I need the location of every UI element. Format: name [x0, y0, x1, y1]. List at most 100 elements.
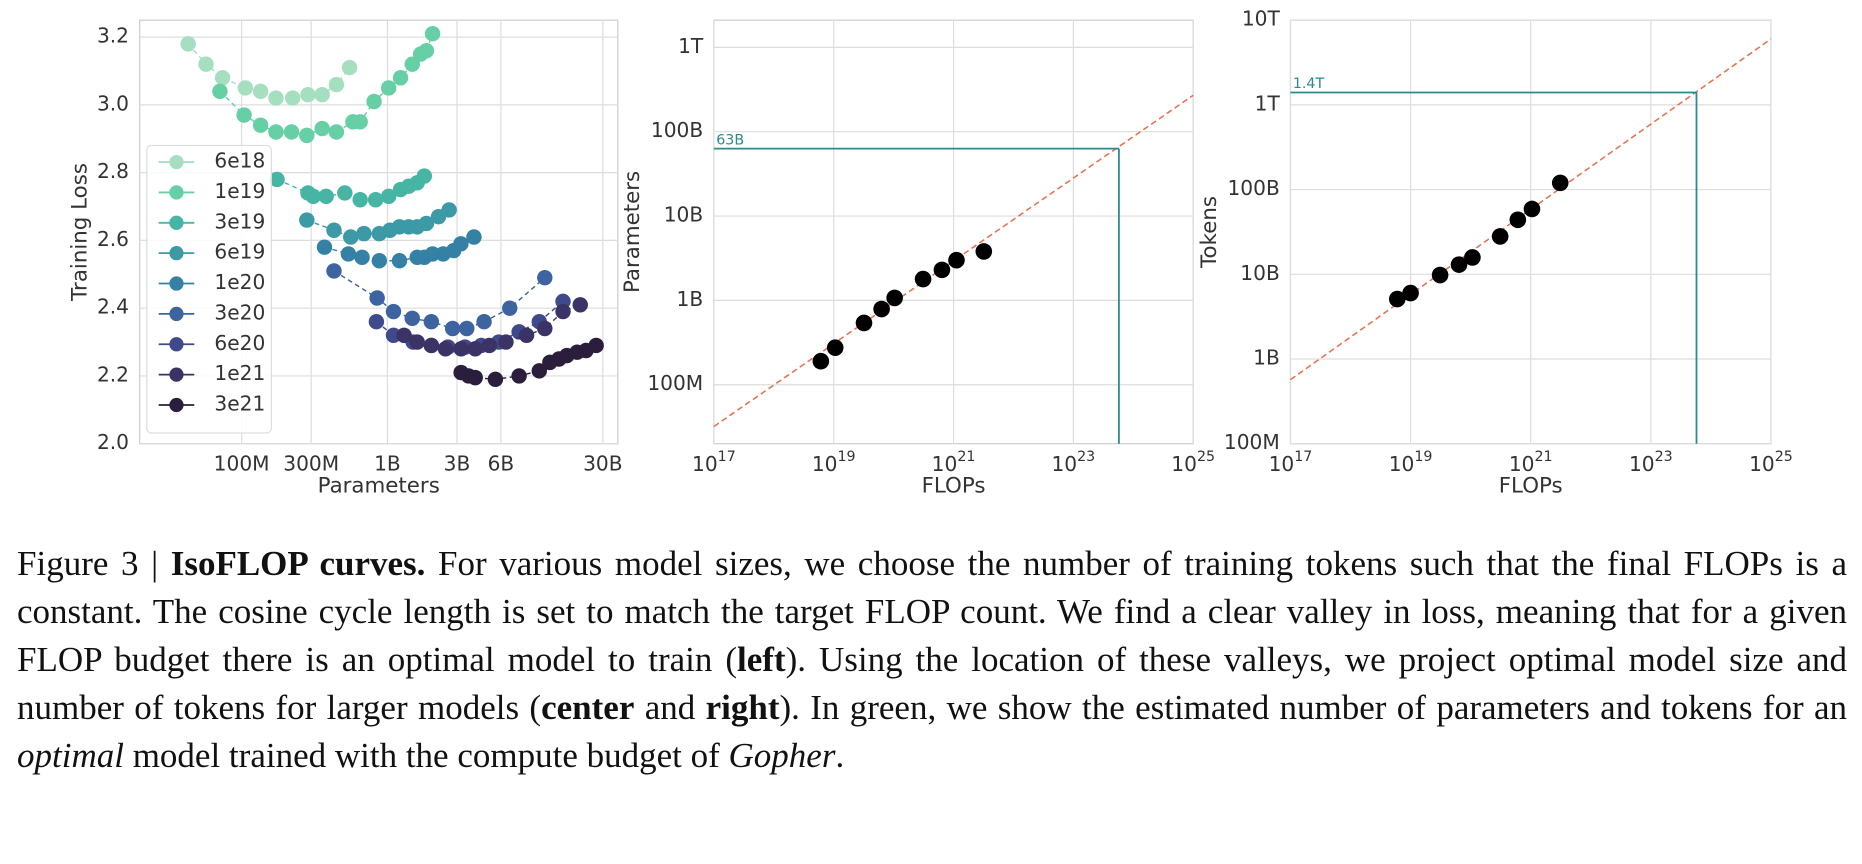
data-point [268, 124, 284, 140]
data-point [180, 36, 196, 52]
data-point [1431, 266, 1449, 284]
data-point [873, 300, 890, 318]
x-tick-label: 1017 [1269, 449, 1313, 476]
x-axis-label: Parameters [318, 473, 440, 498]
data-point [975, 243, 993, 260]
legend-marker [169, 185, 184, 200]
legend-marker [169, 337, 184, 352]
caption-text: left [737, 640, 786, 679]
data-point [933, 261, 951, 279]
data-point [212, 83, 228, 100]
data-point [502, 300, 518, 316]
data-point [328, 76, 345, 93]
fit-curve [333, 270, 546, 330]
legend-marker [169, 367, 184, 382]
x-tick-label: 30B [583, 452, 622, 476]
data-point [299, 212, 315, 228]
legend-marker [169, 154, 184, 170]
x-axis-label: FLOPs [922, 473, 986, 498]
data-point [356, 225, 372, 242]
data-point [314, 86, 330, 103]
data-point [316, 239, 333, 255]
data-point [268, 90, 284, 106]
legend: 6e18 1e19 3e19 6e19 1e20 3e20 6e20 1e21 3e21 [146, 144, 272, 434]
x-tick-label: 300M [283, 452, 339, 476]
data-point [1450, 256, 1468, 273]
data-point [354, 249, 370, 266]
data-point [424, 246, 441, 262]
data-point [284, 90, 301, 106]
y-tick-label: 2.6 [97, 227, 129, 251]
caption-text: ). Using the location of these valleys, … [17, 640, 1847, 727]
caption-text: optimal [17, 736, 124, 775]
y-axis-label: Training Loss [67, 163, 92, 302]
legend-label: 3e21 [214, 392, 265, 416]
legend-marker [169, 306, 184, 322]
caption-text: center [541, 688, 635, 727]
data-point [392, 70, 409, 86]
data-point [352, 114, 368, 130]
x-tick-label: 1019 [1389, 449, 1433, 476]
data-point [418, 42, 435, 59]
data-point [424, 26, 441, 42]
x-tick-label: 1019 [812, 449, 856, 476]
data-point [318, 188, 334, 205]
legend-label: 6e19 [214, 240, 265, 264]
caption-text: For various model sizes, we choose the n… [17, 544, 1847, 679]
data-point [236, 107, 252, 123]
data-point [337, 185, 353, 201]
x-tick-label: 6B [488, 452, 515, 476]
x-tick-label: 1017 [692, 449, 736, 476]
x-tick-label: 1025 [1171, 449, 1215, 476]
data-point [252, 117, 269, 133]
data-point [855, 314, 873, 332]
data-point [371, 253, 388, 269]
data-point [252, 83, 269, 100]
data-point [367, 192, 384, 208]
data-point [459, 320, 475, 337]
y-tick-label: 3.0 [97, 91, 129, 115]
data-point [572, 297, 588, 313]
y-tick-label: 3.2 [97, 24, 129, 48]
data-point [385, 327, 402, 343]
data-point [299, 127, 315, 144]
data-point [498, 334, 514, 350]
data-point [409, 334, 425, 350]
x-tick-label: 100M [214, 452, 270, 476]
data-point [385, 303, 402, 320]
x-tick-label: 1025 [1749, 449, 1793, 476]
data-point [555, 303, 571, 320]
y-axis-label: Tokens [1197, 196, 1222, 269]
data-point [269, 171, 285, 188]
data-point [300, 86, 316, 103]
data-point [1551, 174, 1569, 192]
data-point [518, 327, 535, 343]
data-point [326, 222, 342, 238]
data-point [396, 327, 412, 343]
caption-text: and [634, 688, 706, 727]
data-point [1402, 284, 1419, 302]
data-point [467, 369, 483, 386]
y-tick-label: 1T [678, 34, 704, 58]
data-point [352, 192, 368, 208]
legend-marker [169, 246, 184, 261]
data-point [305, 188, 321, 205]
y-tick-label: 100B [1227, 176, 1279, 200]
data-point [368, 314, 385, 330]
data-point [423, 314, 440, 330]
data-point [314, 120, 330, 137]
data-point [531, 363, 548, 379]
legend-label: 6e20 [214, 331, 265, 355]
y-tick-label: 1B [677, 287, 704, 311]
y-tick-label: 1B [1253, 345, 1280, 369]
data-point [487, 371, 504, 388]
legend-label: 6e18 [214, 149, 265, 173]
data-point [467, 341, 483, 357]
data-point [453, 236, 469, 252]
y-tick-label: 2.2 [97, 362, 129, 386]
data-point [1464, 249, 1481, 266]
x-tick-label: 1021 [1509, 449, 1553, 476]
data-point [441, 202, 457, 218]
data-point [812, 352, 830, 370]
